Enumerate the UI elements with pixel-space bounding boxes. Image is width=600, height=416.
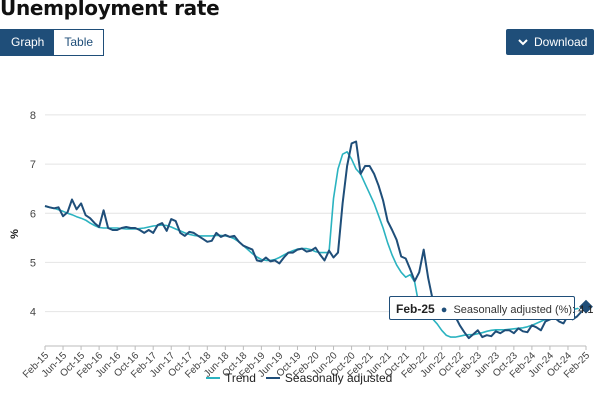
y-tick-label-7: 7 xyxy=(30,159,36,171)
legend-label-trend: Trend xyxy=(225,371,256,385)
legend-item-seasonally-adjusted[interactable]: Seasonally adjusted xyxy=(265,371,393,385)
legend-label-seasonally-adjusted: Seasonally adjusted xyxy=(284,371,393,385)
y-tick-labels: 4 5 6 7 8 xyxy=(30,110,36,319)
legend-item-trend[interactable]: Trend xyxy=(206,371,256,385)
download-button[interactable]: Download xyxy=(506,29,594,55)
tooltip: Feb-25 ● Seasonally adjusted (%): 4.1 xyxy=(389,296,594,320)
tooltip-date: Feb-25 xyxy=(396,302,435,316)
page-title: Unemployment rate xyxy=(0,0,220,20)
legend-swatch-seasonally-adjusted xyxy=(265,377,280,379)
y-tick-label-5: 5 xyxy=(30,257,36,269)
chevron-down-icon xyxy=(514,36,532,48)
y-gridlines xyxy=(45,114,586,313)
view-toggle: Graph Table xyxy=(0,29,105,56)
tooltip-series: Seasonally adjusted (%): xyxy=(453,304,576,316)
y-tick-label-8: 8 xyxy=(30,110,36,122)
legend-swatch-trend xyxy=(206,377,220,379)
tooltip-dot-icon: ● xyxy=(440,304,448,316)
series-lines xyxy=(44,140,587,340)
tab-graph[interactable]: Graph xyxy=(1,30,55,55)
legend: Trend Seasonally adjusted xyxy=(206,371,402,385)
tab-table[interactable]: Table xyxy=(54,30,104,55)
y-axis-label: % xyxy=(9,229,21,239)
y-tick-label-4: 4 xyxy=(30,307,36,319)
series-line-seasonally-adjusted xyxy=(44,140,587,340)
tooltip-value: 4.1 xyxy=(578,304,594,316)
y-tick-label-6: 6 xyxy=(30,208,36,220)
download-label: Download xyxy=(534,35,588,49)
highlight-marker[interactable] xyxy=(576,297,596,316)
highlight-marker-group xyxy=(576,297,596,316)
